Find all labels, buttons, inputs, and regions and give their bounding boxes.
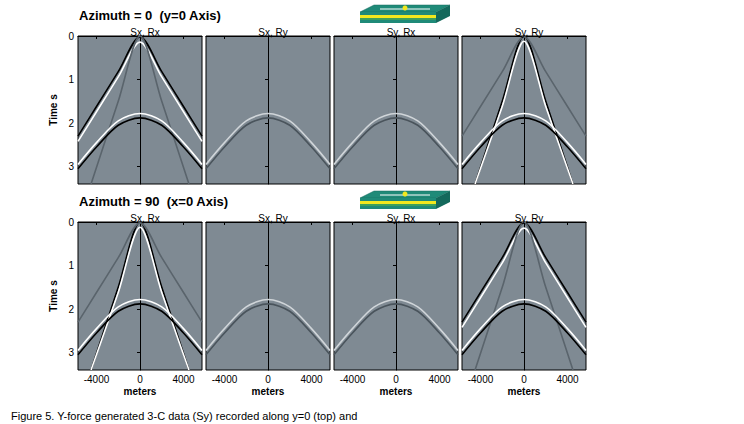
- svg-text:Sy, Rx: Sy, Rx: [387, 27, 416, 38]
- svg-text:-4000: -4000: [212, 374, 238, 385]
- svg-text:Sx, Rx: Sx, Rx: [130, 27, 159, 38]
- svg-text:Sy, Ry: Sy, Ry: [515, 213, 544, 224]
- svg-text:0: 0: [521, 374, 527, 385]
- svg-text:3: 3: [68, 161, 74, 172]
- svg-text:Time s: Time s: [48, 94, 59, 126]
- svg-text:0: 0: [137, 374, 143, 385]
- svg-text:1: 1: [68, 74, 74, 85]
- svg-text:0: 0: [68, 31, 74, 42]
- svg-text:3: 3: [68, 347, 74, 358]
- svg-text:Sx, Ry: Sx, Ry: [258, 27, 287, 38]
- svg-text:0: 0: [265, 374, 271, 385]
- svg-text:Sx, Ry: Sx, Ry: [258, 213, 287, 224]
- svg-text:Sy, Rx: Sy, Rx: [387, 213, 416, 224]
- svg-text:4000: 4000: [172, 374, 195, 385]
- svg-text:4000: 4000: [556, 374, 579, 385]
- svg-text:2: 2: [68, 304, 74, 315]
- svg-text:-4000: -4000: [340, 374, 366, 385]
- svg-text:-4000: -4000: [84, 374, 110, 385]
- svg-text:1: 1: [68, 260, 74, 271]
- svg-text:Azimuth = 0 (y=0 Axis): Azimuth = 0 (y=0 Axis): [79, 8, 221, 23]
- svg-text:meters: meters: [252, 386, 285, 397]
- svg-text:meters: meters: [508, 386, 541, 397]
- svg-text:0: 0: [393, 374, 399, 385]
- svg-text:Time s: Time s: [48, 280, 59, 312]
- svg-text:Sx, Rx: Sx, Rx: [130, 213, 159, 224]
- svg-text:Sy, Ry: Sy, Ry: [515, 27, 544, 38]
- svg-text:Azimuth = 90 (x=0 Axis): Azimuth = 90 (x=0 Axis): [79, 194, 228, 209]
- svg-text:meters: meters: [124, 386, 157, 397]
- svg-text:-4000: -4000: [468, 374, 494, 385]
- svg-text:meters: meters: [380, 386, 413, 397]
- svg-text:4000: 4000: [300, 374, 323, 385]
- svg-text:Figure 5. Y-force generated 3-: Figure 5. Y-force generated 3-C data (Sy…: [11, 410, 357, 422]
- svg-text:2: 2: [68, 118, 74, 129]
- svg-text:0: 0: [68, 217, 74, 228]
- svg-text:4000: 4000: [428, 374, 451, 385]
